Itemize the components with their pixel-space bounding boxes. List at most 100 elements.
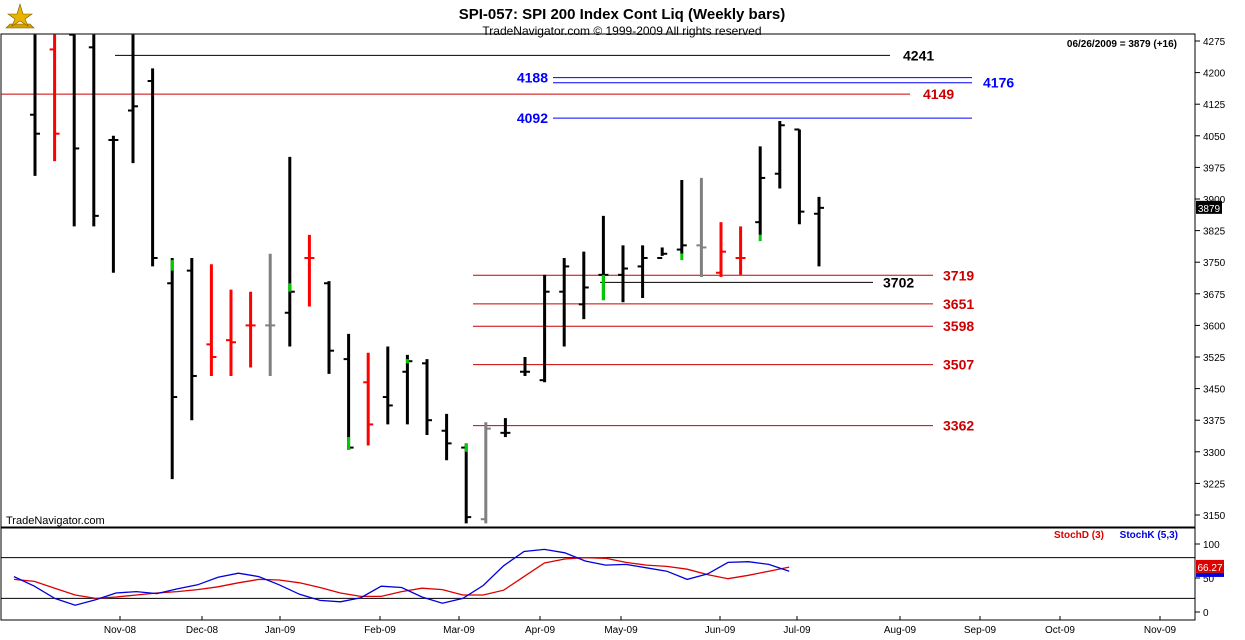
copyright-text: TradeNavigator.com © 1999-2009 All right… xyxy=(482,24,761,38)
level-label-4149: 4149 xyxy=(923,86,954,102)
price-bar[interactable] xyxy=(539,274,550,383)
price-bar[interactable] xyxy=(69,33,80,227)
date-axis: Nov-08 Dec-08 Jan-09 Feb-09 Mar-09 Apr-09 May-… xyxy=(1,616,1195,636)
price-bar[interactable] xyxy=(735,226,746,275)
date-tick-label: Jul-09 xyxy=(783,625,811,636)
price-bar[interactable] xyxy=(755,146,766,235)
last-bar-info: 06/26/2009 = 3879 (+16) xyxy=(1067,39,1177,50)
date-tick-label: Oct-09 xyxy=(1045,625,1075,636)
price-bar[interactable] xyxy=(167,257,178,480)
date-tick-label: Nov-09 xyxy=(1144,625,1177,636)
date-tick-label: Aug-09 xyxy=(884,625,917,636)
date-tick-label: Nov-08 xyxy=(104,625,137,636)
price-bar[interactable] xyxy=(520,357,530,376)
watermark-text: TradeNavigator.com xyxy=(6,515,105,527)
stochastic-lines[interactable] xyxy=(13,548,790,606)
level-label-3719: 3719 xyxy=(943,267,974,283)
price-bar[interactable] xyxy=(382,346,393,425)
price-bar[interactable] xyxy=(265,253,276,376)
price-bar[interactable] xyxy=(30,34,40,176)
level-label-4176: 4176 xyxy=(983,75,1014,91)
price-bar[interactable] xyxy=(128,34,138,164)
stoch-tick-label: 100 xyxy=(1203,540,1220,551)
price-tick-label: 3300 xyxy=(1203,448,1226,459)
price-bar[interactable] xyxy=(559,257,570,347)
trade-navigator-logo[interactable] xyxy=(5,2,35,29)
date-tick-label: Feb-09 xyxy=(364,625,396,636)
level-label-4092: 4092 xyxy=(517,110,548,126)
stoch-last-box xyxy=(1196,559,1224,573)
level-label-4241: 4241 xyxy=(903,47,934,63)
price-bar[interactable] xyxy=(245,291,256,368)
price-tick-label: 3450 xyxy=(1203,385,1226,396)
price-bar[interactable] xyxy=(578,251,589,320)
last-price-label: 3879 xyxy=(1198,204,1221,215)
price-tick-label: 3525 xyxy=(1203,353,1226,364)
stochd-legend[interactable]: StochD (3) xyxy=(1054,530,1104,541)
price-tick-label: 4200 xyxy=(1203,69,1226,80)
price-tick-label: 3150 xyxy=(1203,511,1226,522)
date-tick-label: Dec-08 xyxy=(186,625,219,636)
stoch-last-label: 66.27 xyxy=(1197,563,1222,574)
price-bar[interactable] xyxy=(186,257,197,421)
stochk-last-box xyxy=(1196,572,1224,577)
price-tick-label: 3825 xyxy=(1203,227,1226,238)
price-bar[interactable] xyxy=(422,359,432,435)
last-price-box xyxy=(1196,200,1222,214)
level-label-3507: 3507 xyxy=(943,357,974,373)
level-label-4188: 4188 xyxy=(517,70,548,86)
price-bar[interactable] xyxy=(49,34,60,162)
price-bar[interactable] xyxy=(480,422,491,524)
price-tick-label: 4125 xyxy=(1203,100,1226,111)
price-tick-label: 3375 xyxy=(1203,416,1226,427)
price-bar[interactable] xyxy=(88,34,99,227)
stoch-series-line[interactable] xyxy=(13,548,790,606)
price-tick-label: 3900 xyxy=(1203,195,1226,206)
price-tick-label: 4275 xyxy=(1203,37,1226,48)
price-bar[interactable] xyxy=(774,121,785,189)
price-bar[interactable] xyxy=(324,281,334,374)
date-tick-label: Jun-09 xyxy=(705,625,736,636)
price-bar[interactable] xyxy=(226,289,236,376)
price-bar[interactable] xyxy=(814,196,824,267)
price-tick-label: 3600 xyxy=(1203,321,1226,332)
price-bar[interactable] xyxy=(147,68,158,267)
price-tick-label: 3750 xyxy=(1203,258,1226,269)
price-tick-label: 3975 xyxy=(1203,163,1226,174)
date-tick-label: Apr-09 xyxy=(525,625,555,636)
price-bar[interactable] xyxy=(716,222,726,277)
date-tick-label: Jan-09 xyxy=(265,625,296,636)
price-bar[interactable] xyxy=(696,177,707,277)
price-bar[interactable] xyxy=(108,135,119,273)
price-bar[interactable] xyxy=(500,418,511,438)
price-bar[interactable] xyxy=(304,234,315,307)
price-tick-label: 3225 xyxy=(1203,479,1226,490)
date-tick-label: May-09 xyxy=(604,625,638,636)
chart-title: SPI-057: SPI 200 Index Cont Liq (Weekly … xyxy=(459,6,786,23)
price-bar[interactable] xyxy=(206,264,217,376)
price-bars[interactable] xyxy=(30,33,824,524)
date-tick-label: Mar-09 xyxy=(443,625,475,636)
stoch-series-line[interactable] xyxy=(13,556,790,600)
level-label-3598: 3598 xyxy=(943,318,974,334)
price-tick-label: 3675 xyxy=(1203,290,1226,301)
price-axis: 4275 4200 4125 4050 3975 3900 3825 3750 3675 3600… xyxy=(1195,37,1226,522)
price-bar[interactable] xyxy=(657,247,668,259)
level-label-3651: 3651 xyxy=(943,296,974,312)
level-label-3702: 3702 xyxy=(883,274,914,290)
price-bar[interactable] xyxy=(363,352,374,446)
price-bar[interactable] xyxy=(676,180,687,254)
price-bar[interactable] xyxy=(618,245,628,303)
level-label-3362: 3362 xyxy=(943,418,974,434)
price-bar[interactable] xyxy=(637,245,648,299)
stoch-tick-label: 0 xyxy=(1203,608,1209,619)
price-tick-label: 4050 xyxy=(1203,132,1226,143)
stochk-legend[interactable]: StochK (5,3) xyxy=(1120,530,1178,541)
stoch-tick-label: 50 xyxy=(1203,574,1215,585)
price-bar[interactable] xyxy=(794,128,805,225)
price-bar[interactable] xyxy=(441,413,452,461)
date-tick-label: Sep-09 xyxy=(964,625,997,636)
